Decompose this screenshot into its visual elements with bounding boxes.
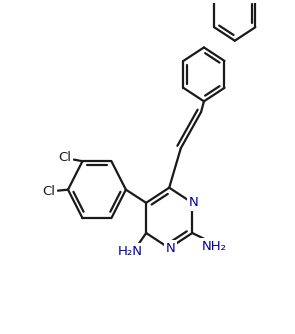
Text: N: N: [166, 241, 176, 255]
Text: Cl: Cl: [43, 185, 56, 198]
Text: H₂N: H₂N: [118, 244, 143, 258]
Text: Cl: Cl: [59, 151, 72, 164]
Text: NH₂: NH₂: [201, 240, 227, 253]
Text: N: N: [189, 196, 199, 209]
